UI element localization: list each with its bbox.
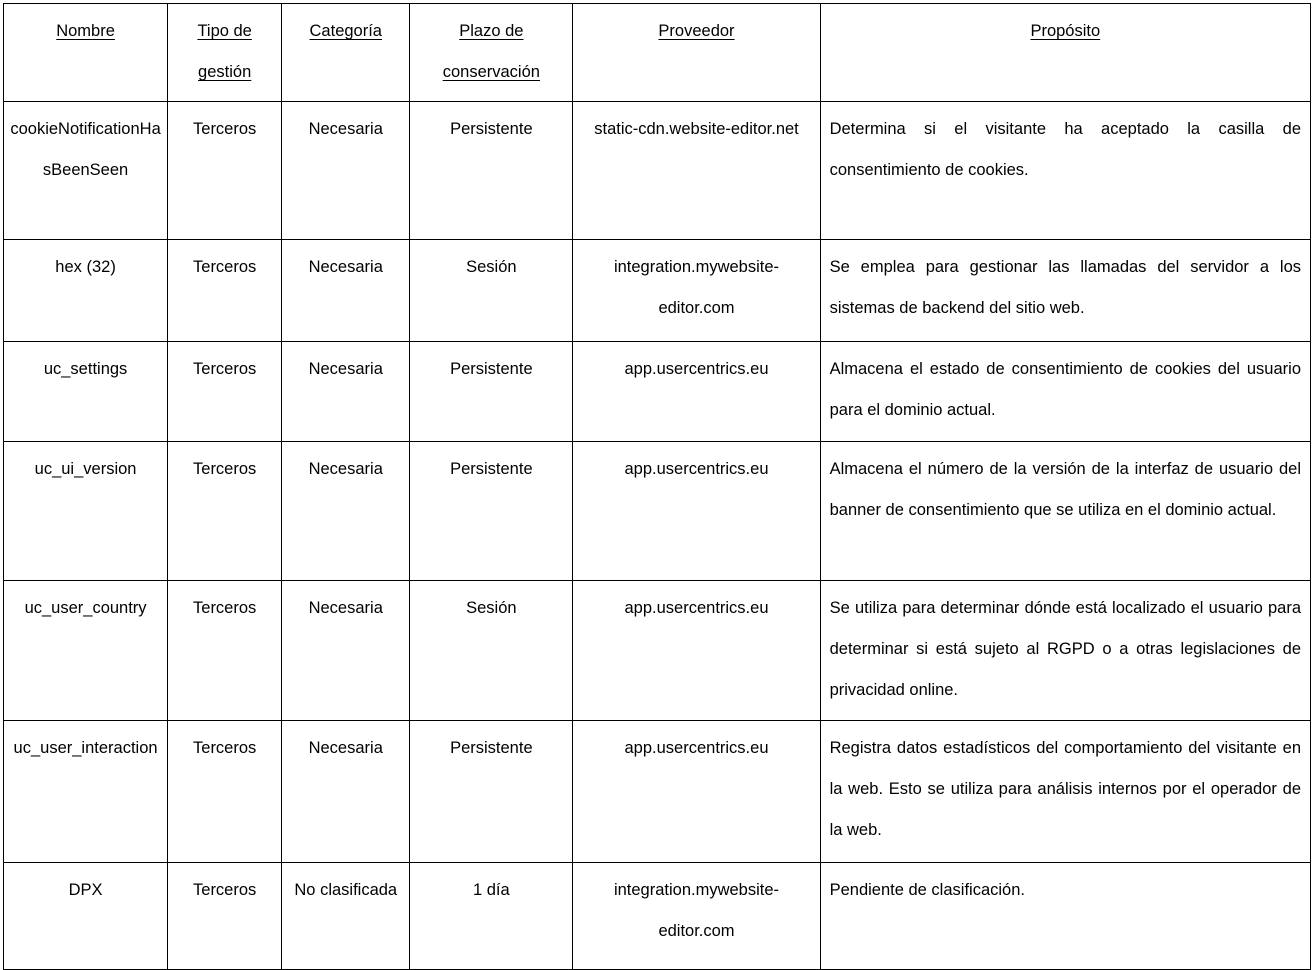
cell-proveedor: app.usercentrics.eu: [572, 341, 821, 442]
cell-nombre: uc_user_country: [2, 580, 169, 721]
document-page: Nombre Tipo de gestión Categoría Plazo d…: [2, 3, 1312, 970]
column-header-plazo: Plazo de conservación: [409, 3, 574, 102]
table-header-row: Nombre Tipo de gestión Categoría Plazo d…: [2, 3, 1312, 102]
cell-tipo: Terceros: [167, 101, 283, 240]
cell-tipo: Terceros: [167, 580, 283, 721]
cell-proveedor: app.usercentrics.eu: [572, 441, 821, 581]
cell-plazo: Persistente: [409, 341, 574, 442]
column-header-nombre-label: Nombre: [56, 22, 115, 40]
cell-proveedor: static-cdn.website-editor.net: [572, 101, 821, 240]
table-row: DPX Terceros No clasificada 1 día integr…: [2, 862, 1312, 970]
cell-tipo: Terceros: [167, 441, 283, 581]
cell-tipo: Terceros: [167, 862, 283, 970]
column-header-proposito: Propósito: [819, 3, 1312, 102]
cell-plazo: 1 día: [409, 862, 574, 970]
cell-plazo: Persistente: [409, 720, 574, 863]
table-body: cookieNotificationHasBeenSeen Terceros N…: [2, 101, 1312, 970]
cell-plazo: Sesión: [409, 239, 574, 342]
column-header-proveedor-label: Proveedor: [658, 22, 735, 40]
column-header-plazo-label: Plazo de conservación: [442, 22, 540, 81]
table-row: cookieNotificationHasBeenSeen Terceros N…: [2, 101, 1312, 240]
cell-categoria: Necesaria: [281, 580, 411, 721]
cell-proveedor: integration.mywebsite-editor.com: [572, 239, 821, 342]
table-row: uc_ui_version Terceros Necesaria Persist…: [2, 441, 1312, 581]
column-header-categoria: Categoría: [281, 3, 411, 102]
cell-tipo: Terceros: [167, 720, 283, 863]
cell-nombre: hex (32): [2, 239, 169, 342]
cell-nombre: uc_ui_version: [2, 441, 169, 581]
column-header-categoria-label: Categoría: [309, 22, 382, 40]
table-row: hex (32) Terceros Necesaria Sesión integ…: [2, 239, 1312, 342]
column-header-proposito-label: Propósito: [1030, 22, 1101, 40]
cell-categoria: Necesaria: [281, 441, 411, 581]
table-row: uc_settings Terceros Necesaria Persisten…: [2, 341, 1312, 442]
cell-categoria: No clasificada: [281, 862, 411, 970]
cell-nombre: uc_settings: [2, 341, 169, 442]
cell-proposito: Se utiliza para determinar dónde está lo…: [819, 580, 1312, 721]
cell-proveedor: app.usercentrics.eu: [572, 580, 821, 721]
cell-proveedor: integration.mywebsite-editor.com: [572, 862, 821, 970]
cell-categoria: Necesaria: [281, 101, 411, 240]
column-header-proveedor: Proveedor: [572, 3, 821, 102]
table-row: uc_user_country Terceros Necesaria Sesió…: [2, 580, 1312, 721]
cell-tipo: Terceros: [167, 239, 283, 342]
cell-nombre: cookieNotificationHasBeenSeen: [2, 101, 169, 240]
table-header: Nombre Tipo de gestión Categoría Plazo d…: [2, 3, 1312, 102]
cell-nombre: uc_user_interaction: [2, 720, 169, 863]
table-row: uc_user_interaction Terceros Necesaria P…: [2, 720, 1312, 863]
cell-plazo: Persistente: [409, 101, 574, 240]
cell-plazo: Sesión: [409, 580, 574, 721]
cell-proveedor: app.usercentrics.eu: [572, 720, 821, 863]
cell-proposito: Determina si el visitante ha aceptado la…: [819, 101, 1312, 240]
column-header-nombre: Nombre: [2, 3, 169, 102]
cell-plazo: Persistente: [409, 441, 574, 581]
cookie-policy-table: Nombre Tipo de gestión Categoría Plazo d…: [2, 3, 1312, 970]
cell-proposito: Se emplea para gestionar las llamadas de…: [819, 239, 1312, 342]
cell-categoria: Necesaria: [281, 239, 411, 342]
column-header-tipo-label: Tipo de gestión: [197, 22, 252, 81]
cell-categoria: Necesaria: [281, 341, 411, 442]
cell-proposito: Almacena el número de la versión de la i…: [819, 441, 1312, 581]
cell-proposito: Pendiente de clasificación.: [819, 862, 1312, 970]
column-header-tipo: Tipo de gestión: [167, 3, 283, 102]
cell-proposito: Registra datos estadísticos del comporta…: [819, 720, 1312, 863]
cell-nombre: DPX: [2, 862, 169, 970]
cell-categoria: Necesaria: [281, 720, 411, 863]
cell-tipo: Terceros: [167, 341, 283, 442]
cell-proposito: Almacena el estado de consentimiento de …: [819, 341, 1312, 442]
